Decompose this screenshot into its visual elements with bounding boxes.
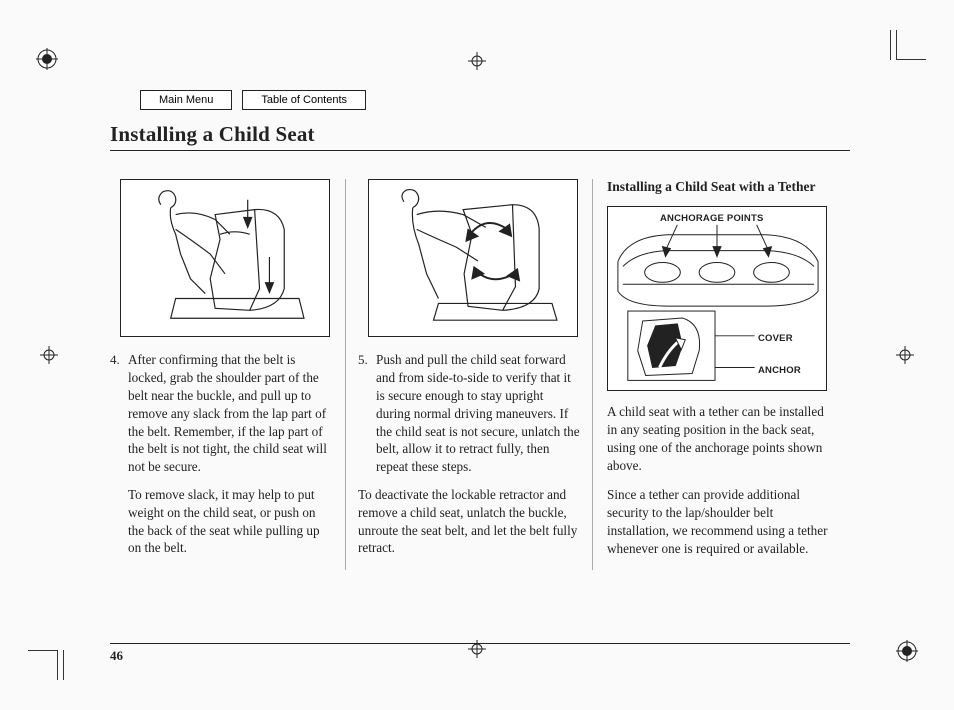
cropmark-tr [896,30,926,60]
main-menu-button[interactable]: Main Menu [140,90,232,110]
nav-buttons: Main Menu Table of Contents [140,90,850,110]
illustration-step4 [120,179,330,337]
step-text: Push and pull the child seat forward and… [376,351,580,476]
page-content: Main Menu Table of Contents Installing a… [110,90,850,650]
column-1: 4. After confirming that the belt is loc… [110,179,345,569]
step-number: 4. [110,351,128,476]
cropmark-bl [28,650,58,680]
toc-button[interactable]: Table of Contents [242,90,366,110]
illustration-step5 [368,179,578,337]
step-number: 5. [358,351,376,476]
paragraph: A child seat with a tether can be instal… [607,403,832,474]
column-3: Installing a Child Seat with a Tether AN… [592,179,844,569]
step-4: 4. After confirming that the belt is loc… [110,351,333,476]
cropmark-tr2 [890,30,892,60]
page-title: Installing a Child Seat [110,122,850,151]
step-text: After confirming that the belt is locked… [128,351,333,476]
column-2: 5. Push and pull the child seat forward … [345,179,592,569]
cross-mark-ml [40,346,58,364]
subheading: Installing a Child Seat with a Tether [607,179,832,196]
registration-mark-br [896,640,918,662]
paragraph: To remove slack, it may help to put weig… [128,486,333,557]
page-number: 46 [110,643,850,664]
cross-mark-mr [896,346,914,364]
paragraph: To deactivate the lockable retractor and… [358,486,580,557]
registration-mark-tl [36,48,58,70]
cropmark-bl2 [62,650,64,680]
paragraph: Since a tether can provide additional se… [607,486,832,557]
cross-mark-tc [468,52,486,70]
illustration-anchorage: ANCHORAGE POINTS COVER ANCHOR [607,206,827,391]
columns: 4. After confirming that the belt is loc… [110,179,850,569]
step-5: 5. Push and pull the child seat forward … [358,351,580,476]
